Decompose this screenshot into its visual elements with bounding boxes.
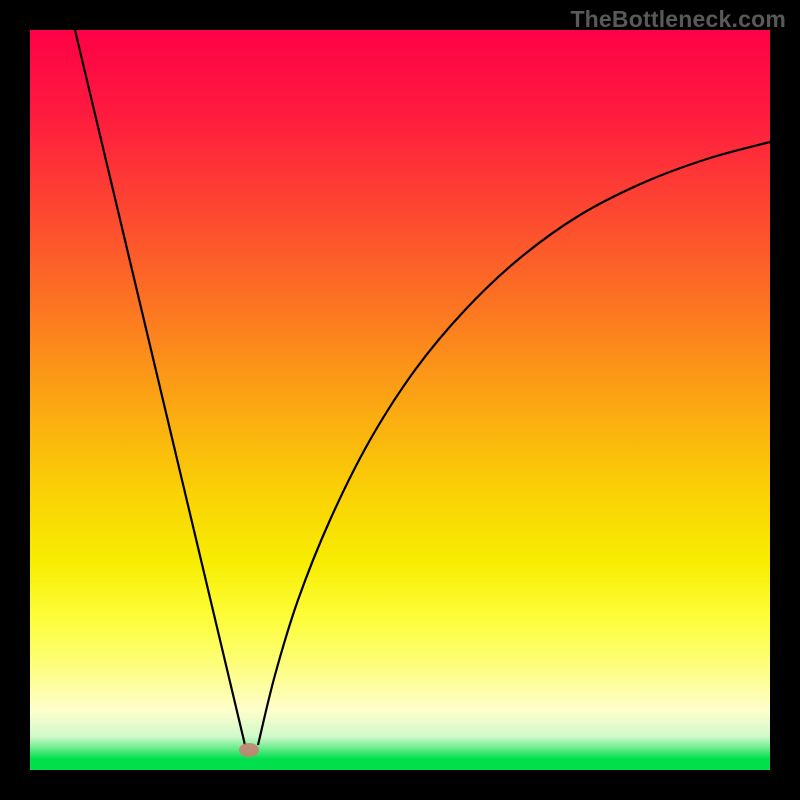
watermark-text: TheBottleneck.com: [570, 6, 786, 33]
chart-curve-layer: [30, 30, 770, 770]
curve-left-segment: [75, 30, 245, 745]
minimum-marker: [239, 743, 259, 757]
curve-right-segment: [258, 142, 770, 745]
chart-plot-area: [30, 30, 770, 770]
